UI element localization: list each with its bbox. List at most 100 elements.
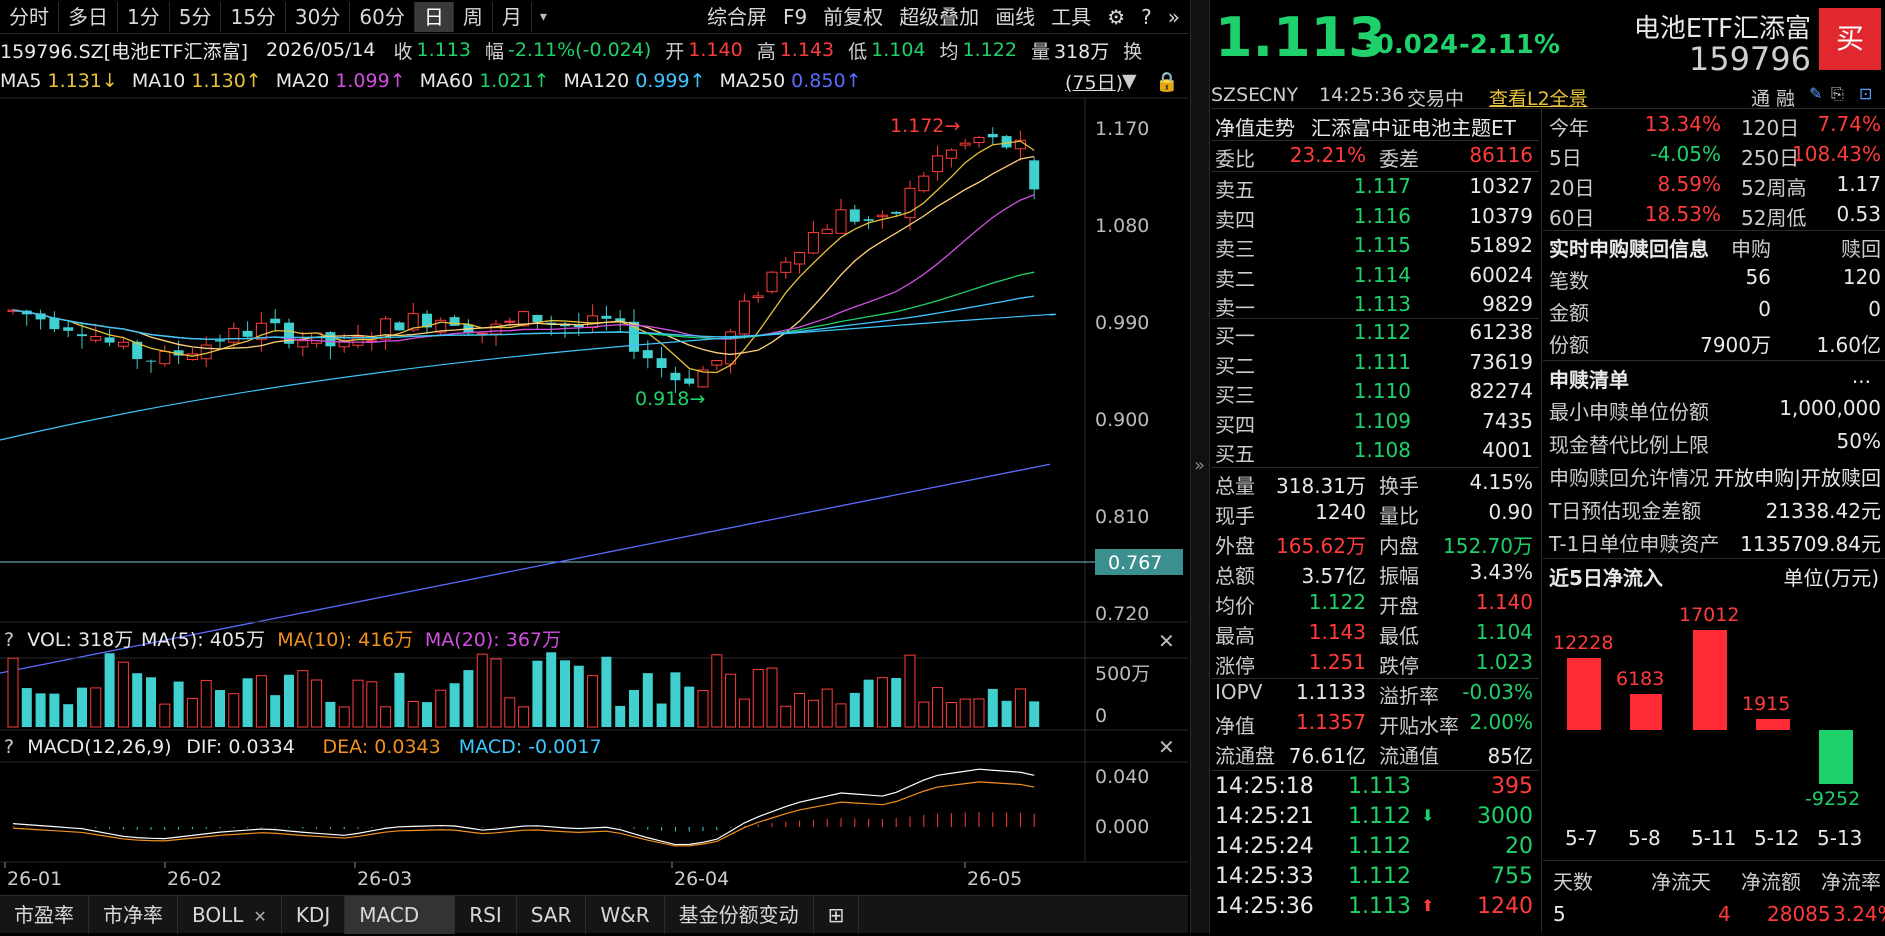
list-row-value-3: 21338.42元 bbox=[1765, 499, 1881, 523]
candle bbox=[780, 256, 792, 279]
redemption-list-title: 申赎清单 bbox=[1549, 368, 1629, 392]
close-macd-icon[interactable]: ✕ bbox=[1158, 735, 1175, 759]
ask-volume-3: 60024 bbox=[1469, 262, 1533, 287]
vol-bar bbox=[863, 679, 874, 727]
edit-icon[interactable]: ✎ bbox=[1809, 84, 1823, 103]
candle bbox=[90, 324, 102, 343]
vol-bar bbox=[435, 689, 447, 728]
range-label[interactable]: (75日) bbox=[1065, 71, 1124, 94]
ma-label-5: MA250 bbox=[719, 70, 786, 92]
indicator-tab-3[interactable]: KDJ bbox=[282, 896, 346, 934]
kline-chart[interactable]: 1.170 1.080 0.990 0.900 0.810 0.720 0.767 1.172… bbox=[0, 0, 1188, 933]
close-tab-icon[interactable]: ✕ bbox=[253, 907, 267, 926]
stats-divider bbox=[1211, 678, 1539, 679]
candle bbox=[422, 310, 432, 334]
stat-label-l-5: 最高 bbox=[1215, 624, 1255, 648]
buy-button[interactable]: 买 bbox=[1819, 8, 1881, 70]
period-dropdown-icon[interactable]: ▾ bbox=[539, 8, 547, 25]
indicator-tab-7[interactable]: W&R bbox=[586, 896, 665, 934]
stat-value-r-4: 1.140 bbox=[1475, 590, 1533, 614]
netflow-bar-3 bbox=[1756, 718, 1790, 730]
tick-time-0: 14:25:18 bbox=[1215, 774, 1314, 799]
sub-header-redeem: 赎回 bbox=[1841, 237, 1881, 261]
collapse-right-icon[interactable]: » bbox=[1167, 4, 1180, 29]
perf-label-l-1: 5日 bbox=[1549, 146, 1582, 170]
vol-bar bbox=[711, 654, 723, 728]
netflow-title: 近5日净流入 bbox=[1549, 566, 1663, 590]
add-indicator-icon[interactable]: ⊞ bbox=[814, 896, 860, 934]
candle bbox=[35, 309, 46, 330]
toolbar-button-1[interactable]: F9 bbox=[782, 4, 808, 29]
toolbar-button-2[interactable]: 前复权 bbox=[823, 4, 884, 29]
gear-icon[interactable]: ⚙ bbox=[1107, 4, 1126, 29]
sub-header-subscribe: 申购 bbox=[1731, 237, 1771, 261]
period-tab-8[interactable]: 周 bbox=[454, 1, 493, 32]
indicator-tab-0[interactable]: 市盈率 bbox=[0, 896, 89, 934]
price-level-tag bbox=[1095, 549, 1183, 575]
list-row-value-0: 1,000,000 bbox=[1779, 396, 1881, 420]
vol-bar bbox=[255, 675, 267, 728]
vol-bar bbox=[697, 690, 709, 728]
perf-label-l-2: 20日 bbox=[1549, 176, 1595, 200]
toolbar-button-0[interactable]: 综合屏 bbox=[706, 4, 767, 29]
period-tab-9[interactable]: 月 bbox=[493, 1, 532, 32]
indicator-tab-4[interactable]: MACD bbox=[345, 896, 456, 934]
perf-label-r-3: 52周低 bbox=[1741, 206, 1807, 230]
ma-line-4 bbox=[12, 295, 1035, 340]
toolbar-button-3[interactable]: 超级叠加 bbox=[899, 4, 980, 29]
bar-date: 2026/05/14 bbox=[266, 39, 376, 61]
share-icon[interactable]: ⊡ bbox=[1859, 84, 1873, 103]
vol-bar bbox=[173, 681, 184, 727]
price-tick-5: 0.720 bbox=[1095, 603, 1149, 625]
amp-label: 幅 bbox=[484, 40, 504, 63]
toolbar-button-4[interactable]: 画线 bbox=[995, 4, 1036, 29]
weicha-label: 委差 bbox=[1379, 147, 1419, 171]
period-tab-4[interactable]: 15分 bbox=[221, 1, 286, 32]
indicator-tab-6[interactable]: SAR bbox=[517, 896, 587, 934]
tick-price-4: 1.113 bbox=[1348, 894, 1411, 919]
ask-volume-1: 10379 bbox=[1469, 203, 1533, 228]
vol-bar bbox=[932, 687, 944, 728]
indicator-tab-2[interactable]: BOLL ✕ bbox=[178, 896, 282, 934]
list-row-value-2: 开放申购|开放赎回 bbox=[1714, 466, 1881, 490]
period-tab-5[interactable]: 30分 bbox=[286, 1, 351, 32]
stat-value-l-7: 1.1133 bbox=[1296, 680, 1366, 704]
candle bbox=[297, 331, 309, 357]
stat-label-r-7: 溢折率 bbox=[1379, 684, 1439, 708]
expand-arrow-icon[interactable]: » bbox=[1194, 455, 1206, 476]
stat-label-r-6: 跌停 bbox=[1379, 654, 1419, 678]
vol-bar bbox=[766, 667, 778, 728]
indicator-tab-1[interactable]: 市净率 bbox=[89, 896, 178, 934]
toolbar-button-5[interactable]: 工具 bbox=[1051, 4, 1092, 29]
period-tab-0[interactable]: 分时 bbox=[0, 1, 59, 32]
period-tab-2[interactable]: 1分 bbox=[118, 1, 170, 32]
x-tick-2: 26-03 bbox=[357, 868, 412, 890]
vol-tick-1: 0 bbox=[1095, 705, 1107, 727]
nav-trend-tab[interactable]: 净值走势 bbox=[1215, 116, 1295, 140]
candle bbox=[835, 198, 847, 234]
indicator-tab-5[interactable]: RSI bbox=[455, 896, 517, 934]
period-tab-7[interactable]: 日 bbox=[414, 1, 454, 32]
range-dropdown-icon[interactable]: ▼ bbox=[1122, 70, 1137, 92]
panel-collapse-strip[interactable]: » bbox=[1190, 0, 1210, 933]
stat-label-r-1: 量比 bbox=[1379, 504, 1419, 528]
ma-label-3: MA60 bbox=[419, 70, 474, 92]
period-tab-3[interactable]: 5分 bbox=[170, 1, 222, 32]
bid-label-4: 买五 bbox=[1215, 442, 1255, 466]
period-tab-1[interactable]: 多日 bbox=[59, 1, 118, 32]
stat-value-r-8: 2.00% bbox=[1469, 710, 1533, 734]
copy-icon[interactable]: ⎘ bbox=[1831, 84, 1844, 103]
l2-link[interactable]: 查看L2全景 bbox=[1489, 88, 1588, 110]
period-tab-6[interactable]: 60分 bbox=[350, 1, 415, 32]
netflow-date-4: 5-13 bbox=[1817, 826, 1863, 850]
ma-value-0: 1.131↓ bbox=[47, 70, 118, 92]
indicator-tab-8[interactable]: 基金份额变动 bbox=[665, 896, 814, 934]
candle bbox=[49, 311, 60, 333]
close-vol-icon[interactable]: ✕ bbox=[1158, 629, 1175, 653]
vol-bar bbox=[684, 686, 695, 727]
netflow-date-0: 5-7 bbox=[1565, 826, 1598, 850]
lock-icon[interactable]: 🔒 bbox=[1155, 70, 1179, 93]
help-icon[interactable]: ? bbox=[1141, 4, 1152, 29]
security-code: 159796.SZ[电池ETF汇添富] bbox=[0, 40, 249, 63]
candle bbox=[973, 135, 985, 148]
